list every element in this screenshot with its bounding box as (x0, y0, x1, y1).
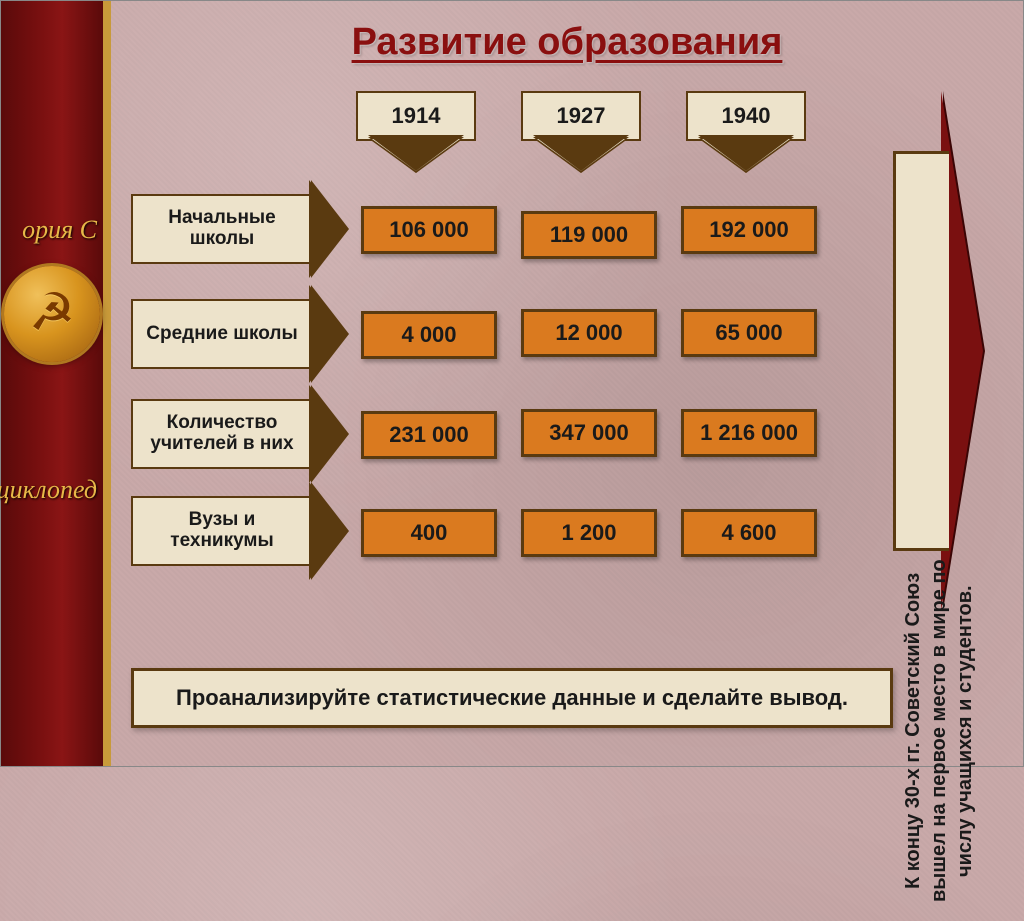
data-cell: 106 000 (361, 206, 497, 254)
row-arrow-teachers-count: Количество учителей в них (131, 399, 345, 469)
data-cell: 65 000 (681, 309, 817, 357)
decor-text-bottom: циклопед (0, 475, 103, 505)
conclusion-box (893, 151, 949, 551)
data-cell: 12 000 (521, 309, 657, 357)
data-cell: 347 000 (521, 409, 657, 457)
conclusion-arrow: К концу 30-х гг. Советский Союз вышел на… (893, 91, 993, 611)
row-arrow-primary-schools: Начальные школы (131, 194, 345, 264)
chevron-right-icon (311, 184, 345, 274)
conclusion-text: К концу 30-х гг. Советский Союз вышел на… (900, 541, 978, 921)
chevron-down-icon (537, 139, 625, 171)
chevron-right-icon (311, 389, 345, 479)
chevron-right-icon (311, 486, 345, 576)
decor-text-top: ория С (22, 215, 103, 245)
chevron-down-icon (372, 139, 460, 171)
row-arrow-secondary-schools: Средние школы (131, 299, 345, 369)
row-label: Средние школы (131, 299, 311, 369)
diagram-stage: 1914 1927 1940 Начальные школы 106 000 1… (131, 91, 1003, 746)
year-arrow-1927: 1927 (521, 91, 641, 171)
soviet-emblem-icon (4, 266, 100, 362)
chevron-right-icon (311, 289, 345, 379)
data-cell: 4 000 (361, 311, 497, 359)
data-cell: 4 600 (681, 509, 817, 557)
row-label: Вузы и техникумы (131, 496, 311, 566)
page-title: Развитие образования (131, 21, 1003, 64)
chevron-down-icon (702, 139, 790, 171)
left-decorative-band: ория С циклопед (1, 1, 111, 766)
data-cell: 400 (361, 509, 497, 557)
row-label: Начальные школы (131, 194, 311, 264)
year-arrow-1914: 1914 (356, 91, 476, 171)
row-label: Количество учителей в них (131, 399, 311, 469)
year-arrow-1940: 1940 (686, 91, 806, 171)
data-cell: 119 000 (521, 211, 657, 259)
row-arrow-universities: Вузы и техникумы (131, 496, 345, 566)
data-cell: 192 000 (681, 206, 817, 254)
year-label: 1940 (686, 91, 806, 141)
instruction-box: Проанализируйте статистические данные и … (131, 668, 893, 728)
data-cell: 1 216 000 (681, 409, 817, 457)
year-label: 1927 (521, 91, 641, 141)
data-cell: 231 000 (361, 411, 497, 459)
data-cell: 1 200 (521, 509, 657, 557)
year-label: 1914 (356, 91, 476, 141)
